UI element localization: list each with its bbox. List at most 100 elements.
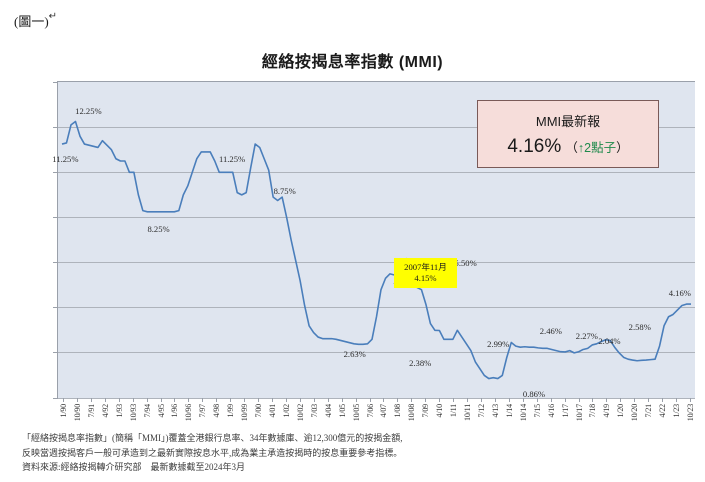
x-tick-mark — [648, 398, 650, 402]
mmi-callout-value-row: 4.16% （↑2點子） — [507, 136, 628, 158]
data-label: 2.63% — [343, 348, 366, 359]
x-tick-mark — [160, 398, 162, 402]
annotation-date: 2007年11月 — [404, 262, 447, 273]
x-tick-label: 4/92 — [100, 404, 110, 418]
plot-top-border — [58, 81, 695, 82]
y-tick-mark — [53, 171, 58, 173]
x-tick-mark — [369, 398, 371, 402]
y-axis-line — [57, 81, 58, 399]
x-tick-label: 1/08 — [393, 404, 403, 418]
y-tick-mark — [53, 81, 58, 83]
x-tick-label: 1/90 — [59, 404, 68, 418]
x-tick-mark — [508, 398, 510, 402]
x-tick-label: 1/02 — [281, 404, 291, 418]
x-tick-mark — [132, 398, 134, 402]
x-tick-mark — [397, 398, 399, 402]
paragraph-mark-icon: ↵ — [48, 11, 58, 22]
x-tick-label: 7/94 — [142, 404, 152, 418]
x-tick-label: 7/00 — [254, 404, 264, 418]
x-tick-mark — [327, 398, 329, 402]
data-label: 12.25% — [75, 105, 102, 116]
x-tick-label: 10/17 — [574, 404, 584, 422]
footer-line-1: 「經絡按揭息率指數」(簡稱「MMI」)覆蓋全港銀行息率、34年數據庫、逾12,3… — [22, 433, 403, 443]
annotation-callout-2007: 2007年11月 4.15% — [394, 258, 457, 288]
x-tick-label: 10/23 — [686, 404, 695, 422]
x-tick-label: 1/23 — [672, 404, 682, 418]
x-tick-label: 7/91 — [86, 404, 96, 418]
x-tick-label: 1/11 — [449, 404, 459, 418]
gridline — [58, 307, 695, 309]
figure-label-text: (圖一) — [14, 14, 49, 29]
x-tick-label: 4/10 — [435, 404, 445, 418]
x-tick-label: 7/03 — [309, 404, 319, 418]
data-label: 2.38% — [409, 358, 432, 369]
x-tick-label: 10/02 — [295, 404, 305, 422]
data-label: 8.75% — [273, 185, 296, 196]
x-tick-mark — [118, 398, 120, 402]
x-tick-mark — [536, 398, 538, 402]
x-tick-mark — [341, 398, 343, 402]
x-tick-label: 10/11 — [463, 404, 473, 421]
x-tick-label: 10/20 — [630, 404, 640, 422]
data-label: 4.16% — [668, 288, 691, 299]
x-tick-mark — [230, 398, 232, 402]
data-label: 2.99% — [487, 338, 510, 349]
mmi-callout-change: ↑2點子 — [577, 140, 617, 155]
x-tick-mark — [467, 398, 469, 402]
x-tick-mark — [174, 398, 176, 402]
x-tick-mark — [258, 398, 260, 402]
data-label: 5.50% — [454, 257, 477, 268]
x-tick-label: 1/93 — [114, 404, 124, 418]
figure-label: (圖一)↵ — [14, 11, 57, 30]
x-tick-label: 7/12 — [477, 404, 486, 418]
series-line-mmi — [61, 120, 691, 380]
x-tick-mark — [313, 398, 315, 402]
mmi-latest-callout: MMI最新報 4.16% （↑2點子） — [477, 100, 659, 168]
x-tick-label: 7/97 — [198, 404, 208, 418]
annotation-value: 4.15% — [414, 273, 437, 283]
x-tick-mark — [425, 398, 427, 402]
x-tick-label: 1/96 — [170, 404, 180, 418]
x-tick-label: 10/93 — [128, 404, 138, 422]
x-tick-mark — [592, 398, 594, 402]
y-tick-mark — [53, 262, 58, 264]
x-tick-label: 10/05 — [351, 404, 361, 422]
x-tick-mark — [202, 398, 204, 402]
x-tick-mark — [564, 398, 566, 402]
x-tick-mark — [522, 398, 524, 402]
x-tick-label: 10/08 — [407, 404, 417, 422]
x-tick-mark — [550, 398, 552, 402]
x-tick-label: 4/04 — [323, 404, 333, 418]
x-tick-mark — [216, 398, 218, 402]
gridline — [58, 262, 695, 264]
data-label: 8.25% — [147, 223, 170, 234]
x-tick-mark — [411, 398, 413, 402]
gridline — [58, 397, 695, 399]
x-tick-label: 10/90 — [72, 404, 82, 422]
x-tick-label: 7/15 — [532, 404, 542, 418]
footer-line-2: 反映當週按揭客戶一般可承造到之最新實際按息水平,成為業主承造按揭時的按息重要參考… — [22, 447, 403, 458]
x-tick-mark — [355, 398, 357, 402]
x-tick-mark — [285, 398, 287, 402]
x-tick-mark — [578, 398, 580, 402]
mmi-callout-value: 4.16% — [507, 135, 562, 157]
x-tick-mark — [383, 398, 385, 402]
x-tick-mark — [494, 398, 496, 402]
x-tick-label: 10/14 — [518, 404, 528, 422]
x-tick-mark — [299, 398, 301, 402]
x-tick-label: 4/22 — [658, 404, 668, 418]
gridline — [58, 126, 695, 128]
x-tick-label: 4/98 — [212, 404, 222, 418]
footer-line-3: 資料來源:經絡按揭轉介研究部 最新數據截至2024年3月 — [22, 462, 246, 473]
x-tick-label: 7/06 — [365, 404, 375, 418]
x-tick-label: 1/20 — [616, 404, 626, 418]
mmi-callout-paren-close: ） — [616, 140, 629, 155]
gridline — [58, 216, 695, 218]
x-tick-label: 1/14 — [504, 404, 514, 418]
x-tick-label: 7/09 — [421, 404, 431, 418]
x-tick-mark — [146, 398, 148, 402]
gridline — [58, 171, 695, 173]
y-tick-mark — [53, 307, 58, 309]
x-tick-mark — [481, 398, 482, 402]
data-label: 2.46% — [539, 326, 562, 337]
